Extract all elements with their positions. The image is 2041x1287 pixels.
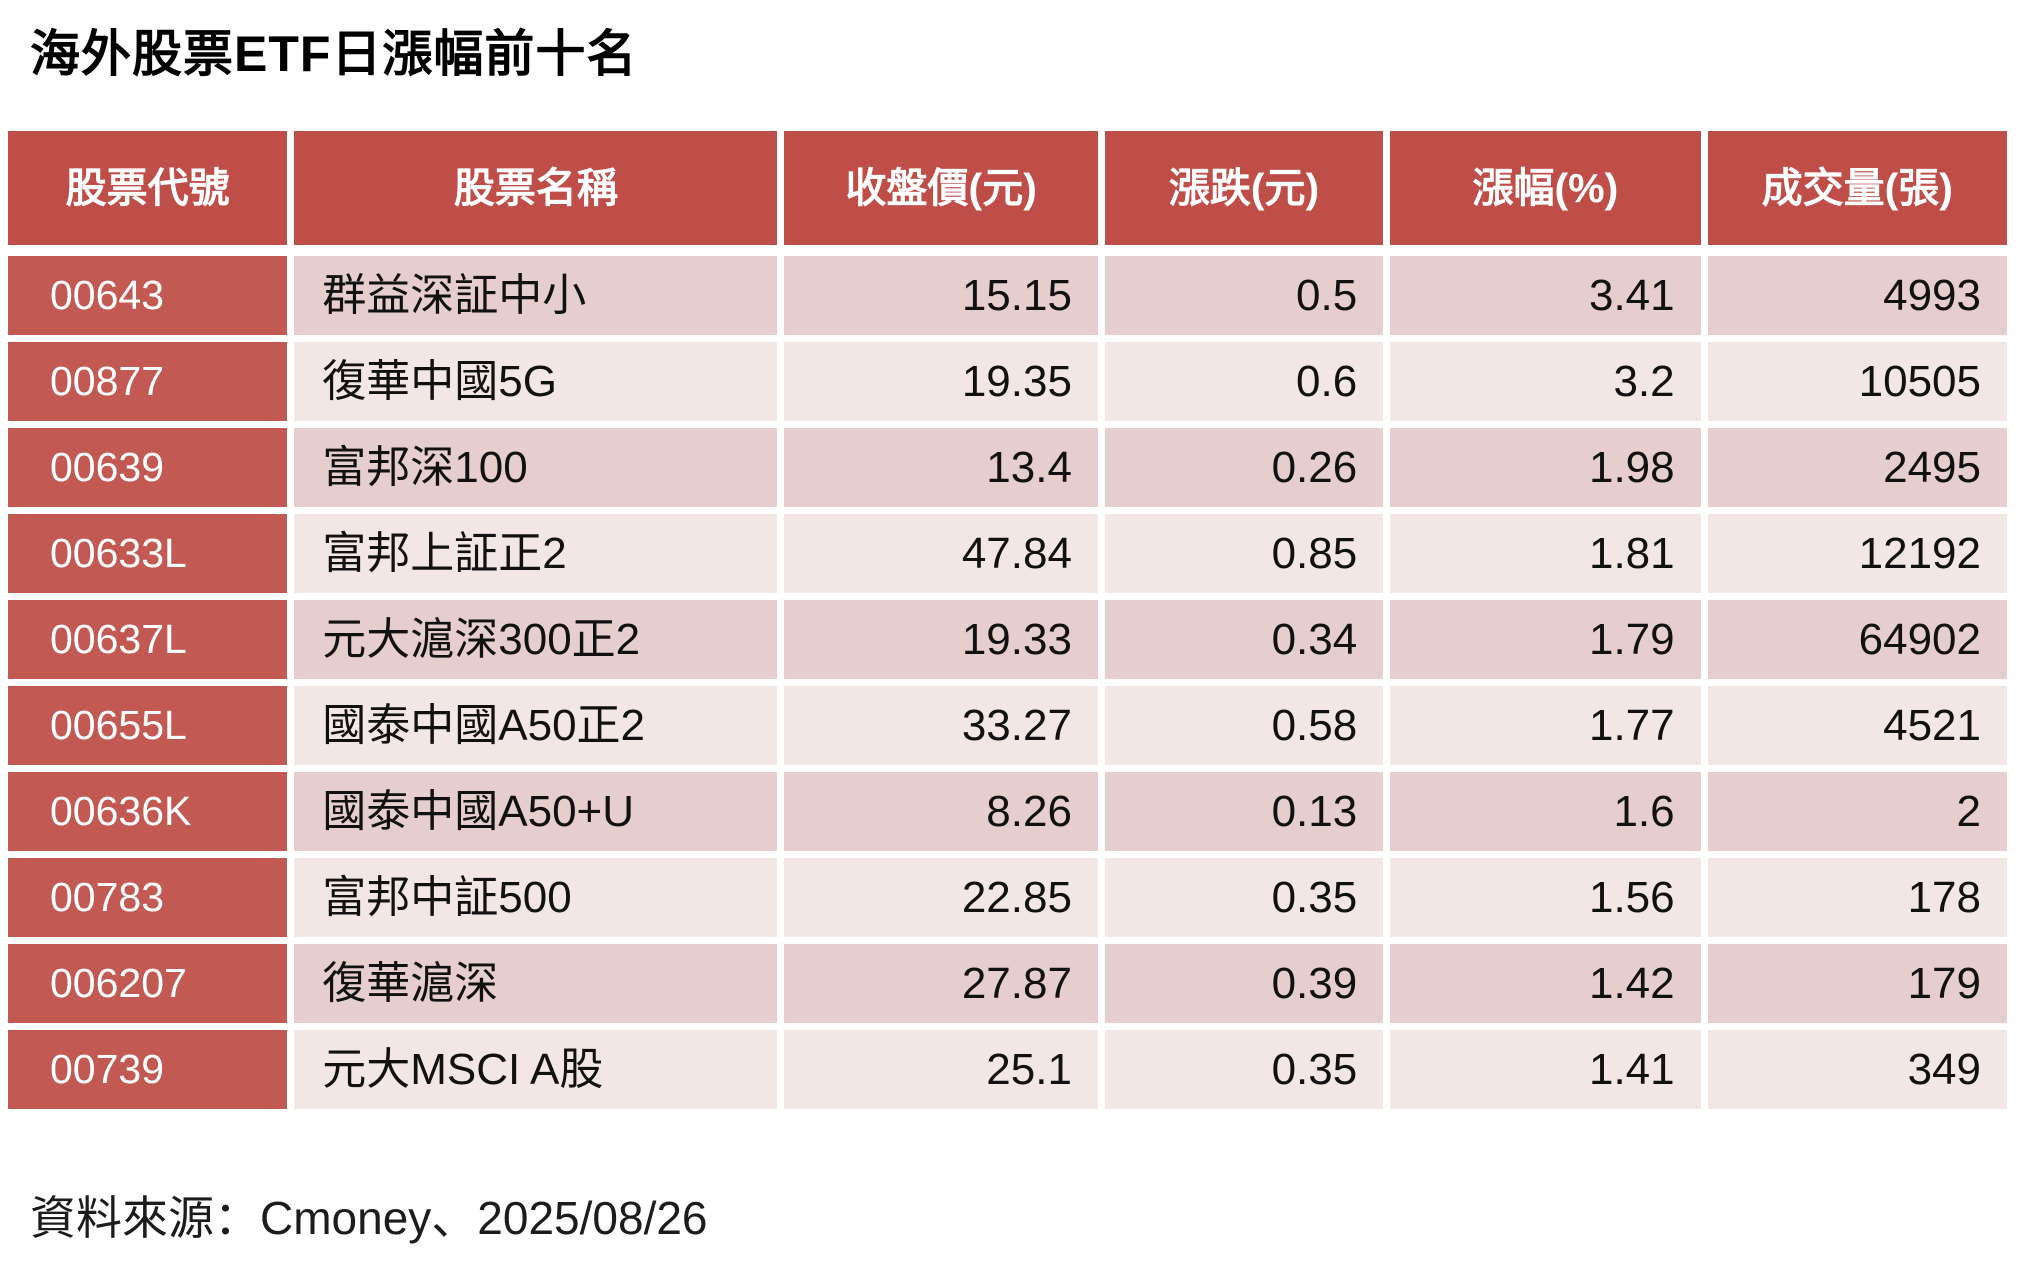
stock-name-cell: 復華滬深 <box>294 944 778 1023</box>
stock-name-cell: 復華中國5G <box>294 342 778 421</box>
change-cell: 0.39 <box>1104 944 1384 1023</box>
change-pct-cell: 1.56 <box>1390 858 1701 937</box>
stock-code-cell: 00639 <box>8 428 288 507</box>
stock-code-cell: 00655L <box>8 686 288 765</box>
volume-cell: 2 <box>1707 772 2007 851</box>
volume-cell: 64902 <box>1707 600 2007 679</box>
stock-code-cell: 006207 <box>8 944 288 1023</box>
stock-name-cell: 元大滬深300正2 <box>294 600 778 679</box>
change-cell: 0.5 <box>1104 256 1384 335</box>
chart-title: 海外股票ETF日漲幅前十名 <box>30 26 638 82</box>
close-price-cell: 13.4 <box>784 428 1098 507</box>
change-pct-cell: 1.81 <box>1390 514 1701 593</box>
change-pct-cell: 1.79 <box>1390 600 1701 679</box>
column-header-volume: 成交量(張) <box>1707 131 2007 245</box>
column-header-close-price: 收盤價(元) <box>784 131 1098 245</box>
change-pct-cell: 1.6 <box>1390 772 1701 851</box>
stock-code-cell: 00877 <box>8 342 288 421</box>
stock-name-cell: 富邦上証正2 <box>294 514 778 593</box>
table-row: 00636K 國泰中國A50+U 8.26 0.13 1.6 2 <box>8 772 2007 851</box>
etf-gainers-table: 股票代號 股票名稱 收盤價(元) 漲跌(元) 漲幅(%) 成交量(張) 0064… <box>8 131 2007 1116</box>
stock-name-cell: 元大MSCI A股 <box>294 1030 778 1109</box>
change-cell: 0.34 <box>1104 600 1384 679</box>
change-pct-cell: 1.42 <box>1390 944 1701 1023</box>
table-row: 00633L 富邦上証正2 47.84 0.85 1.81 12192 <box>8 514 2007 593</box>
change-pct-cell: 3.2 <box>1390 342 1701 421</box>
close-price-cell: 19.33 <box>784 600 1098 679</box>
change-cell: 0.85 <box>1104 514 1384 593</box>
stock-name-cell: 富邦深100 <box>294 428 778 507</box>
volume-cell: 2495 <box>1707 428 2007 507</box>
close-price-cell: 19.35 <box>784 342 1098 421</box>
table-row: 00877 復華中國5G 19.35 0.6 3.2 10505 <box>8 342 2007 421</box>
change-cell: 0.26 <box>1104 428 1384 507</box>
table-row: 006207 復華滬深 27.87 0.39 1.42 179 <box>8 944 2007 1023</box>
stock-name-cell: 國泰中國A50正2 <box>294 686 778 765</box>
stock-code-cell: 00637L <box>8 600 288 679</box>
stock-code-cell: 00636K <box>8 772 288 851</box>
close-price-cell: 33.27 <box>784 686 1098 765</box>
close-price-cell: 25.1 <box>784 1030 1098 1109</box>
change-pct-cell: 1.41 <box>1390 1030 1701 1109</box>
volume-cell: 10505 <box>1707 342 2007 421</box>
close-price-cell: 8.26 <box>784 772 1098 851</box>
column-header-stock-name: 股票名稱 <box>294 131 778 245</box>
stock-name-cell: 富邦中証500 <box>294 858 778 937</box>
table-row: 00783 富邦中証500 22.85 0.35 1.56 178 <box>8 858 2007 937</box>
change-pct-cell: 1.98 <box>1390 428 1701 507</box>
stock-code-cell: 00643 <box>8 256 288 335</box>
change-cell: 0.35 <box>1104 858 1384 937</box>
table-row: 00655L 國泰中國A50正2 33.27 0.58 1.77 4521 <box>8 686 2007 765</box>
volume-cell: 349 <box>1707 1030 2007 1109</box>
volume-cell: 4521 <box>1707 686 2007 765</box>
table-header-row: 股票代號 股票名稱 收盤價(元) 漲跌(元) 漲幅(%) 成交量(張) <box>8 131 2007 245</box>
volume-cell: 179 <box>1707 944 2007 1023</box>
stock-name-cell: 國泰中國A50+U <box>294 772 778 851</box>
change-cell: 0.58 <box>1104 686 1384 765</box>
close-price-cell: 15.15 <box>784 256 1098 335</box>
table-row: 00639 富邦深100 13.4 0.26 1.98 2495 <box>8 428 2007 507</box>
volume-cell: 12192 <box>1707 514 2007 593</box>
table-row: 00739 元大MSCI A股 25.1 0.35 1.41 349 <box>8 1030 2007 1109</box>
close-price-cell: 47.84 <box>784 514 1098 593</box>
change-cell: 0.13 <box>1104 772 1384 851</box>
source-note: 資料來源：Cmoney、2025/08/26 <box>30 1192 708 1244</box>
column-header-stock-code: 股票代號 <box>8 131 288 245</box>
change-cell: 0.6 <box>1104 342 1384 421</box>
table-row: 00643 群益深証中小 15.15 0.5 3.41 4993 <box>8 256 2007 335</box>
change-pct-cell: 1.77 <box>1390 686 1701 765</box>
column-header-change-pct: 漲幅(%) <box>1390 131 1701 245</box>
column-header-change: 漲跌(元) <box>1104 131 1384 245</box>
table-row: 00637L 元大滬深300正2 19.33 0.34 1.79 64902 <box>8 600 2007 679</box>
close-price-cell: 22.85 <box>784 858 1098 937</box>
volume-cell: 4993 <box>1707 256 2007 335</box>
stock-code-cell: 00783 <box>8 858 288 937</box>
change-pct-cell: 3.41 <box>1390 256 1701 335</box>
volume-cell: 178 <box>1707 858 2007 937</box>
stock-code-cell: 00739 <box>8 1030 288 1109</box>
stock-code-cell: 00633L <box>8 514 288 593</box>
close-price-cell: 27.87 <box>784 944 1098 1023</box>
stock-name-cell: 群益深証中小 <box>294 256 778 335</box>
change-cell: 0.35 <box>1104 1030 1384 1109</box>
